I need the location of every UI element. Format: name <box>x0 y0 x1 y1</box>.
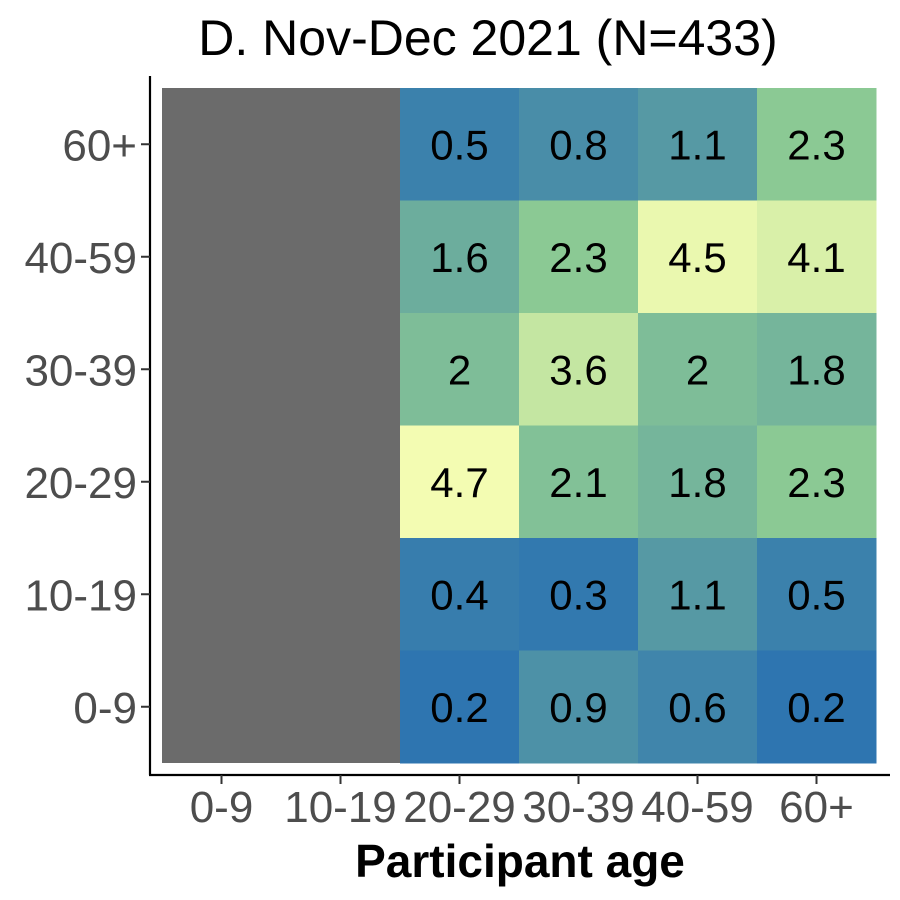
heatmap-cell <box>757 88 877 201</box>
x-tick-label: 30-39 <box>522 783 635 832</box>
cell-value-label: 2 <box>686 346 709 393</box>
heatmap-cells: 0.5 0.8 1.1 2.3 1.6 2.3 4.5 4.1 2 3.6 2 1.8 4.7 2.1 1.… <box>162 88 877 764</box>
heatmap-cell <box>757 200 877 314</box>
heatmap-cell <box>757 313 877 426</box>
heatmap-cell <box>519 88 639 201</box>
heatmap-cell <box>638 88 758 201</box>
chart-title: D. Nov-Dec 2021 (N=433) <box>198 10 777 66</box>
heatmap-cell <box>638 538 758 651</box>
cell-value-label: 0.5 <box>430 121 488 168</box>
cell-value-label: 0.5 <box>787 571 845 618</box>
cell-value-label: 4.7 <box>430 459 488 506</box>
cell-value-label: 0.8 <box>549 121 607 168</box>
cell-value-label: 2.3 <box>787 459 845 506</box>
missing-data-block <box>162 88 400 763</box>
y-tick-label: 20-29 <box>24 459 137 508</box>
x-tick-label: 0-9 <box>190 783 254 832</box>
x-tick-label: 10-19 <box>284 783 397 832</box>
heatmap-cell <box>519 425 639 539</box>
y-tick-label: 60+ <box>62 121 137 170</box>
heatmap-cell <box>638 650 758 764</box>
heatmap-cell <box>757 538 877 651</box>
heatmap-cell <box>519 650 639 764</box>
heatmap-cell <box>400 538 520 651</box>
heatmap-cell <box>400 88 520 201</box>
cell-value-label: 2.3 <box>549 234 607 281</box>
y-tick-label: 0-9 <box>73 684 137 733</box>
x-tick-label: 20-29 <box>403 783 516 832</box>
y-tick-label: 10-19 <box>24 571 137 620</box>
cell-value-label: 1.1 <box>668 571 726 618</box>
x-tick-label: 60+ <box>779 783 854 832</box>
heatmap-cell <box>638 313 758 426</box>
cell-value-label: 1.6 <box>430 234 488 281</box>
cell-value-label: 1.8 <box>668 459 726 506</box>
heatmap-cell <box>519 200 639 314</box>
heatmap-cell <box>400 650 520 764</box>
x-tick-label: 40-59 <box>641 783 754 832</box>
cell-value-label: 1.1 <box>668 121 726 168</box>
cell-value-label: 4.1 <box>787 234 845 281</box>
cell-value-label: 2.1 <box>549 459 607 506</box>
heatmap-cell <box>400 313 520 426</box>
heatmap-cell <box>638 200 758 314</box>
cell-value-label: 2 <box>448 346 471 393</box>
cell-value-label: 2.3 <box>787 121 845 168</box>
cell-value-label: 0.2 <box>787 684 845 731</box>
cell-value-label: 0.9 <box>549 684 607 731</box>
heatmap-cell <box>638 425 758 539</box>
cell-value-label: 0.2 <box>430 684 488 731</box>
cell-value-label: 4.5 <box>668 234 726 281</box>
heatmap-cell <box>400 200 520 314</box>
heatmap-cell <box>757 425 877 539</box>
cell-value-label: 3.6 <box>549 346 607 393</box>
x-axis-label: Participant age <box>355 835 685 887</box>
cell-value-label: 0.3 <box>549 571 607 618</box>
heatmap-cell <box>400 425 520 539</box>
heatmap-cell <box>519 313 639 426</box>
y-tick-label: 40-59 <box>24 234 137 283</box>
cell-value-label: 0.4 <box>430 571 488 618</box>
heatmap-cell <box>519 538 639 651</box>
cell-value-label: 0.6 <box>668 684 726 731</box>
y-tick-label: 30-39 <box>24 346 137 395</box>
cell-value-label: 1.8 <box>787 346 845 393</box>
heatmap-cell <box>757 650 877 764</box>
